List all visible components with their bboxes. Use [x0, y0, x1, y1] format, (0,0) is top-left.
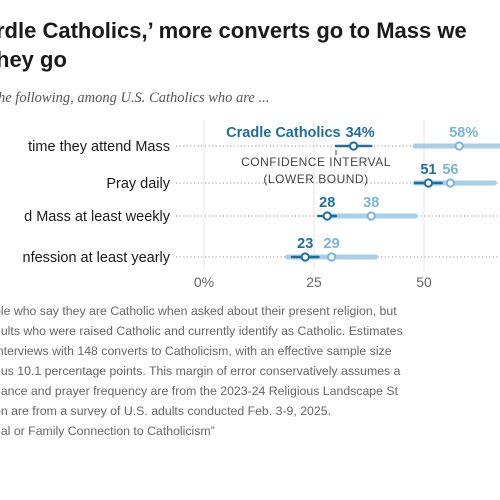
cradle-dot [423, 178, 433, 188]
ci-annotation: (LOWER BOUND) [263, 172, 368, 186]
row-label: time they attend Mass [28, 139, 170, 155]
cradle-dot [300, 252, 310, 262]
convert-dot [454, 141, 464, 151]
note-line: dults who were raised Catholic and curre… [0, 324, 403, 338]
convert-value-label: 58% [449, 125, 478, 141]
note-line: ple who say they are Catholic when asked… [0, 304, 397, 318]
note-line: nus 10.1 percentage points. This margin … [0, 364, 401, 378]
chart-notes: ple who say they are Catholic when asked… [0, 301, 500, 441]
title-line-1: rdle Catholics,’ more converts go to Mas… [0, 18, 467, 43]
convert-dot [445, 178, 455, 188]
convert-dot [327, 252, 337, 262]
cradle-value-label: 51 [420, 162, 436, 178]
dot-range-chart: time they attend Mass Pray daily d Mass at… [23, 120, 500, 290]
note-line: nal or Family Connection to Catholicism” [0, 424, 215, 438]
chart-subtitle: he following, among U.S. Catholics who a… [0, 90, 270, 106]
cradle-value-label: 23 [297, 236, 313, 252]
title-line-2: hey go [0, 47, 67, 72]
row-label: nfession at least yearly [23, 250, 171, 266]
convert-value-label: 38 [363, 195, 379, 211]
cradle-dot [349, 141, 359, 151]
row-label: Pray daily [106, 176, 170, 192]
x-tick-label: 25 [306, 274, 322, 290]
cradle-value-label: 34% [346, 125, 375, 141]
cradle-dot [322, 211, 332, 221]
chart-title: rdle Catholics,’ more converts go to Mas… [0, 16, 500, 74]
x-tick-label: 50 [416, 274, 432, 290]
x-tick-label: 0% [194, 274, 214, 290]
legend-cradle-label: Cradle Catholics [226, 125, 340, 141]
note-line: interviews with 148 converts to Catholic… [0, 344, 392, 358]
note-line: on are from a survey of U.S. adults cond… [0, 404, 331, 418]
row-label: d Mass at least weekly [24, 209, 171, 225]
cradle-value-label: 28 [319, 195, 335, 211]
convert-value-label: 56 [442, 162, 458, 178]
note-line: dance and prayer frequency are from the … [0, 384, 399, 398]
ci-annotation: CONFIDENCE INTERVAL [241, 155, 391, 169]
convert-value-label: 29 [324, 236, 340, 252]
convert-dot [366, 211, 376, 221]
